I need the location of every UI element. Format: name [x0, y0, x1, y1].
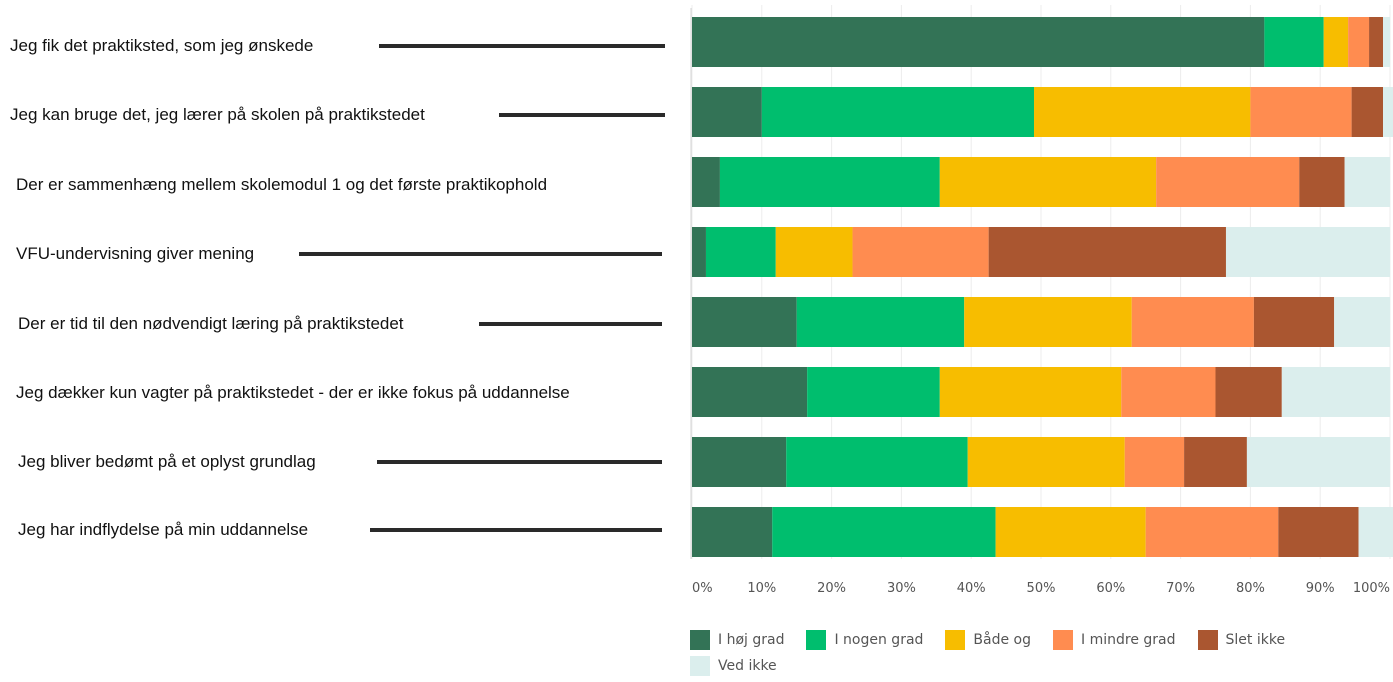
x-tick-label: 60%: [1096, 581, 1125, 596]
bar-segment: [692, 507, 773, 557]
legend: I høj grad I nogen grad Både og I mindre gr…: [690, 630, 1390, 682]
x-tick-label: 100%: [1353, 581, 1390, 596]
x-tick-label: 10%: [747, 581, 776, 596]
x-tick-label: 20%: [817, 581, 846, 596]
bar-segment: [1184, 437, 1247, 487]
legend-item: I mindre grad: [1053, 630, 1176, 650]
legend-label: Slet ikke: [1225, 632, 1286, 648]
legend-label: I mindre grad: [1081, 632, 1176, 648]
statement-label: Jeg fik det praktiksted, som jeg ønskede: [10, 36, 314, 55]
legend-swatch: [690, 630, 710, 650]
bar-segment: [1124, 437, 1185, 487]
legend-label: Både og: [973, 632, 1032, 648]
legend-item: Både og: [945, 630, 1031, 650]
bar-segment: [692, 17, 1265, 67]
bar-segment: [1264, 17, 1324, 67]
bar-segment: [1323, 17, 1349, 67]
statement-label: Jeg dækker kun vagter på praktikstedet -…: [16, 383, 570, 402]
bar-segment: [995, 507, 1146, 557]
legend-item: Slet ikke: [1197, 630, 1286, 650]
x-axis-ticks: 0% 10% 20% 30% 40% 50% 60% 70% 80% 90% 100%: [692, 581, 1390, 596]
bar-segment: [1034, 87, 1251, 137]
bar-segment: [796, 297, 965, 347]
legend-item: Ved ikke: [690, 656, 777, 676]
legend-item: I høj grad: [690, 630, 784, 650]
leader-lines: [299, 44, 665, 532]
bar-segment: [761, 87, 1035, 137]
bar-segment: [692, 227, 706, 277]
bar-segment: [1250, 87, 1352, 137]
bar-segment: [1131, 297, 1254, 347]
bar-segment: [692, 87, 762, 137]
bar-segment: [705, 227, 776, 277]
bar-segment: [1225, 227, 1390, 277]
bars: [692, 17, 1393, 557]
legend-label: I nogen grad: [834, 632, 924, 648]
statement-label: Jeg bliver bedømt på et oplyst grundlag: [18, 452, 316, 471]
legend-item: I nogen grad: [806, 630, 923, 650]
bar-segment: [786, 437, 968, 487]
bar-segment: [1358, 507, 1393, 557]
x-tick-label: 70%: [1166, 581, 1195, 596]
x-tick-label: 40%: [957, 581, 986, 596]
bar-segment: [1383, 17, 1390, 67]
x-tick-label: 80%: [1236, 581, 1265, 596]
bar-segment: [1121, 367, 1216, 417]
bar-segment: [1351, 87, 1384, 137]
bar-segment: [852, 227, 989, 277]
bar-segment: [1253, 297, 1335, 347]
bar-segment: [775, 227, 853, 277]
legend-swatch: [1197, 630, 1218, 650]
bar-segment: [964, 297, 1132, 347]
statement-label: Jeg har indflydelse på min uddannelse: [18, 520, 309, 539]
bar-segment: [1156, 157, 1300, 207]
x-tick-label: 30%: [887, 581, 916, 596]
statement-label: Jeg kan bruge det, jeg lærer på skolen p…: [10, 105, 425, 124]
statement-label: VFU-undervisning giver mening: [16, 244, 255, 263]
statement-label: Der er tid til den nødvendigt læring på …: [18, 314, 404, 333]
bar-segment: [692, 367, 808, 417]
x-tick-label: 50%: [1027, 581, 1056, 596]
bar-segment: [1299, 157, 1345, 207]
bar-segment: [939, 367, 1122, 417]
bar-segment: [1215, 367, 1282, 417]
bar-segment: [1145, 507, 1279, 557]
bar-segment: [692, 437, 787, 487]
bar-segment: [719, 157, 940, 207]
bar-segment: [1246, 437, 1390, 487]
legend-swatch: [690, 656, 710, 676]
bar-segment: [692, 297, 797, 347]
bar-segment: [1344, 157, 1390, 207]
legend-label: I høj grad: [718, 632, 785, 648]
bar-segment: [807, 367, 940, 417]
bar-segment: [1281, 367, 1390, 417]
x-tick-label: 90%: [1306, 581, 1335, 596]
bar-segment: [939, 157, 1157, 207]
bar-segment: [772, 507, 996, 557]
bar-segment: [967, 437, 1125, 487]
bar-segment: [692, 157, 720, 207]
bar-segment: [1369, 17, 1384, 67]
legend-swatch: [1053, 630, 1074, 650]
legend-swatch: [945, 630, 966, 650]
x-tick-label: 0%: [692, 581, 713, 596]
bar-segment: [1383, 87, 1393, 137]
bar-segment: [1334, 297, 1390, 347]
bar-segment: [988, 227, 1226, 277]
bar-segment: [1348, 17, 1370, 67]
bar-segment: [1278, 507, 1359, 557]
legend-swatch: [806, 630, 827, 650]
statement-label: Der er sammenhæng mellem skolemodul 1 og…: [16, 175, 548, 194]
legend-label: Ved ikke: [718, 658, 777, 674]
